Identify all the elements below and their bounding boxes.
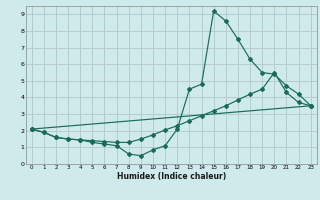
X-axis label: Humidex (Indice chaleur): Humidex (Indice chaleur)	[116, 172, 226, 181]
